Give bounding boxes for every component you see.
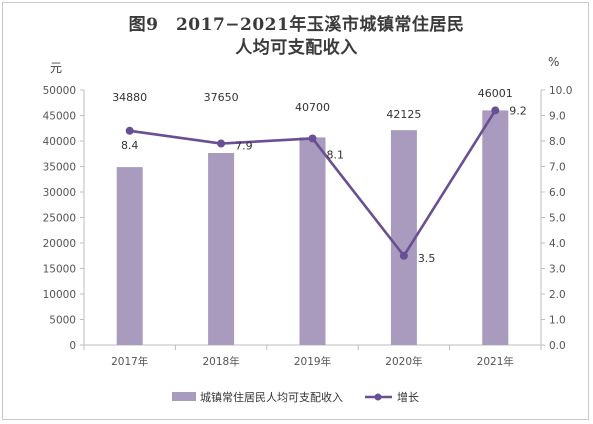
- y-left-tick-label: 45000: [43, 111, 76, 123]
- y-right-tick-label: 3.0: [549, 264, 566, 276]
- growth-data-label: 3.5: [418, 252, 436, 265]
- y-right-tick-label: 9.0: [549, 111, 566, 123]
- bar: [482, 110, 509, 345]
- legend-bar-swatch: [172, 392, 196, 401]
- y-right-tick-label: 7.0: [549, 162, 566, 174]
- y-right-tick-label: 2.0: [549, 289, 566, 301]
- y-left-tick-label: 5000: [49, 315, 76, 327]
- bar: [116, 167, 143, 345]
- bar: [299, 137, 326, 345]
- x-tick-label: 2021年: [477, 355, 514, 368]
- y-left-tick-label: 40000: [43, 136, 76, 148]
- growth-point: [491, 106, 500, 115]
- chart-title-line1: 图9 2017−2021年玉溪市城镇常住居民: [128, 15, 465, 35]
- bar-data-label: 40700: [295, 101, 330, 114]
- y-right-tick-label: 1.0: [549, 315, 566, 327]
- growth-point: [125, 126, 134, 135]
- x-tick-label: 2019年: [294, 355, 331, 368]
- bar-data-label: 37650: [204, 91, 239, 104]
- y-right-tick-label: 5.0: [549, 213, 566, 225]
- bar: [390, 130, 417, 345]
- y-left-tick-label: 50000: [43, 85, 76, 97]
- y-left-tick-label: 35000: [43, 162, 76, 174]
- y-left-tick-label: 25000: [43, 213, 76, 225]
- y-left-tick-label: 10000: [43, 289, 76, 301]
- y-right-tick-label: 4.0: [549, 238, 566, 250]
- chart-title-line2: 人均可支配收入: [235, 38, 358, 58]
- y-right-tick-label: 6.0: [549, 187, 566, 199]
- growth-point: [217, 139, 226, 148]
- legend-line-marker: [374, 393, 382, 401]
- legend-line-label: 增长: [397, 390, 419, 404]
- y-left-tick-label: 0: [69, 340, 76, 352]
- bar-data-label: 46001: [478, 87, 513, 100]
- x-tick-label: 2020年: [385, 355, 422, 368]
- bar: [208, 152, 235, 345]
- y-left-tick-label: 30000: [43, 187, 76, 199]
- bar-data-label: 42125: [386, 108, 421, 121]
- y-right-tick-label: 10.0: [549, 85, 572, 97]
- y-right-tick-label: 8.0: [549, 136, 566, 148]
- growth-data-label: 8.1: [327, 148, 345, 161]
- growth-point: [308, 134, 317, 143]
- growth-data-label: 9.2: [509, 104, 527, 117]
- legend-bar-label: 城镇常住居民人均可支配收入: [200, 390, 343, 404]
- bar-data-label: 34880: [112, 91, 147, 104]
- y-right-tick-label: 0.0: [549, 340, 566, 352]
- x-tick-label: 2017年: [111, 355, 148, 368]
- y-left-tick-label: 15000: [43, 264, 76, 276]
- y-left-tick-label: 20000: [43, 238, 76, 250]
- growth-point: [399, 251, 408, 260]
- growth-data-label: 8.4: [121, 139, 139, 152]
- y-right-unit: %: [548, 55, 559, 69]
- growth-data-label: 7.9: [235, 140, 253, 153]
- y-left-unit: 元: [50, 61, 62, 75]
- x-tick-label: 2018年: [202, 355, 239, 368]
